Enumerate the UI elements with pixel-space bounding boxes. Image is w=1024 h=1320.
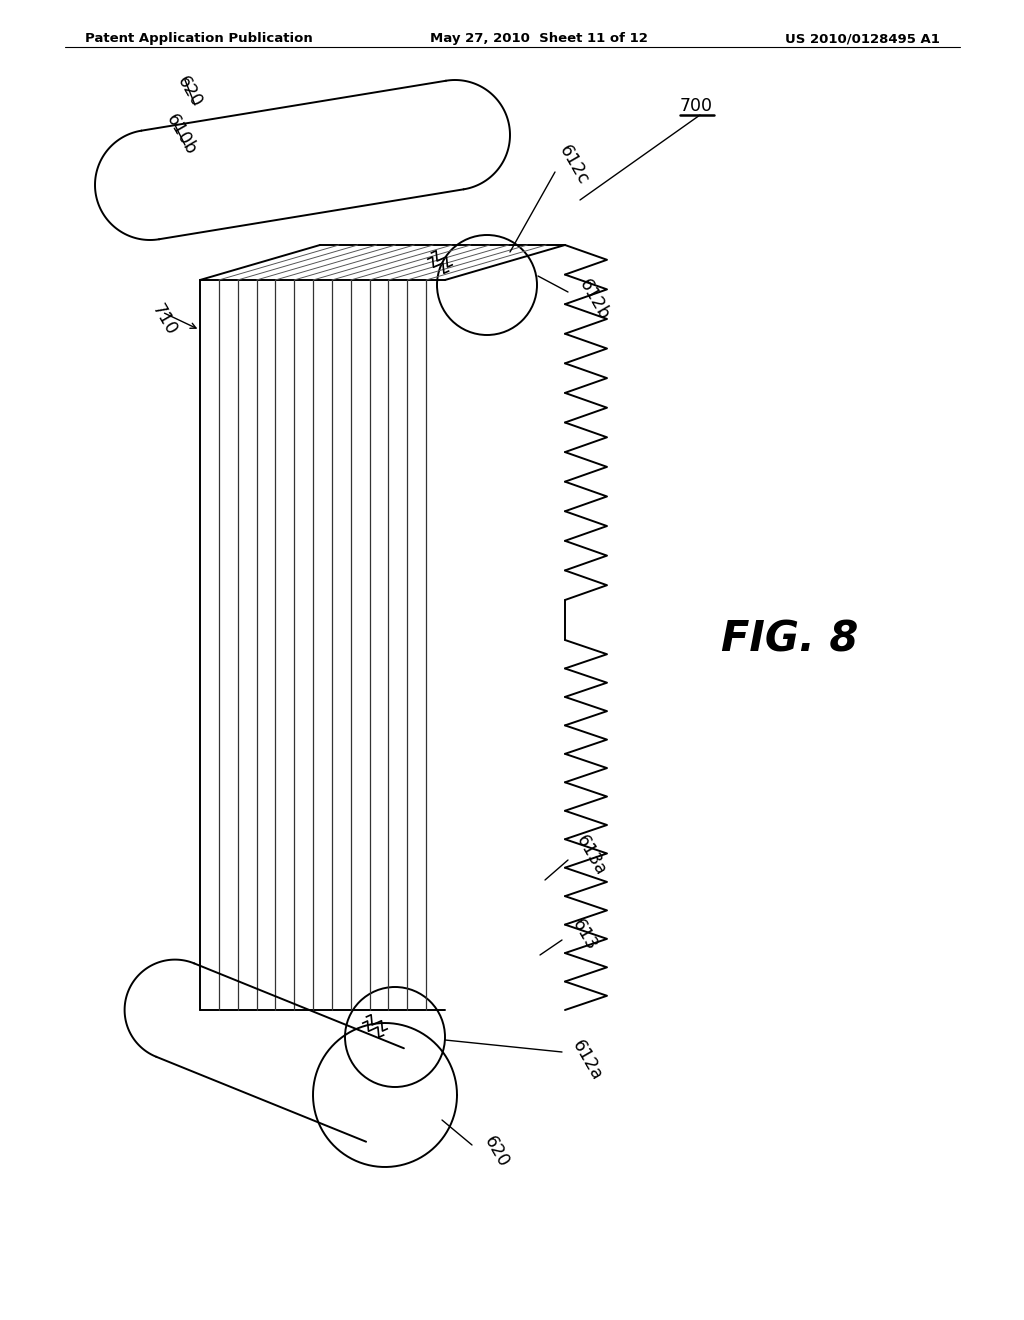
Text: 612c: 612c — [555, 143, 592, 187]
Text: 700: 700 — [680, 96, 713, 115]
Text: 610b: 610b — [162, 111, 200, 158]
Text: US 2010/0128495 A1: US 2010/0128495 A1 — [785, 32, 940, 45]
Text: 620: 620 — [173, 73, 205, 111]
Text: 612a: 612a — [568, 1036, 605, 1084]
Text: 710: 710 — [148, 301, 180, 339]
Text: May 27, 2010  Sheet 11 of 12: May 27, 2010 Sheet 11 of 12 — [430, 32, 648, 45]
Text: FIG. 8: FIG. 8 — [721, 619, 859, 661]
Text: 620: 620 — [480, 1133, 512, 1171]
Text: 613: 613 — [568, 916, 600, 954]
Text: Patent Application Publication: Patent Application Publication — [85, 32, 312, 45]
Text: 613a: 613a — [572, 832, 609, 878]
Text: 612b: 612b — [575, 276, 612, 323]
